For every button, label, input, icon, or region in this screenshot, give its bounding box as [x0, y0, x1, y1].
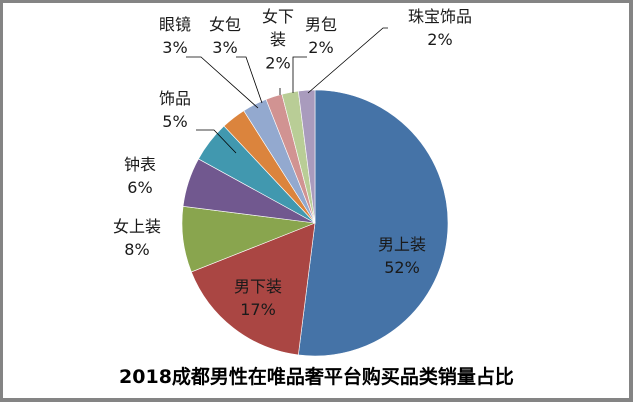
pie-slice-0	[297, 89, 449, 357]
data-label-1: 男下装 17%	[234, 277, 282, 319]
leader-line-6	[236, 56, 263, 104]
leader-line-9	[307, 27, 388, 94]
data-label-7: 女下装 2%	[262, 7, 294, 72]
data-label-9: 珠宝饰品 2%	[408, 7, 472, 49]
data-label-0: 男上装 52%	[378, 235, 426, 277]
leader-line-5	[186, 56, 259, 109]
leader-line-8	[292, 56, 307, 93]
data-label-6: 女包 3%	[209, 15, 241, 57]
data-label-2: 女上装 8%	[113, 217, 161, 259]
pie-slice-1	[190, 222, 316, 356]
data-label-3: 钟表 6%	[124, 155, 156, 197]
data-label-4: 饰品 5%	[159, 89, 191, 131]
pie-slice-9	[297, 89, 316, 224]
data-label-8: 男包 2%	[305, 15, 337, 57]
chart-title: 2018成都男性在唯品奢平台购买品类销量占比	[119, 366, 514, 388]
data-label-5: 眼镜 3%	[159, 15, 191, 57]
leader-line-4	[196, 129, 237, 154]
